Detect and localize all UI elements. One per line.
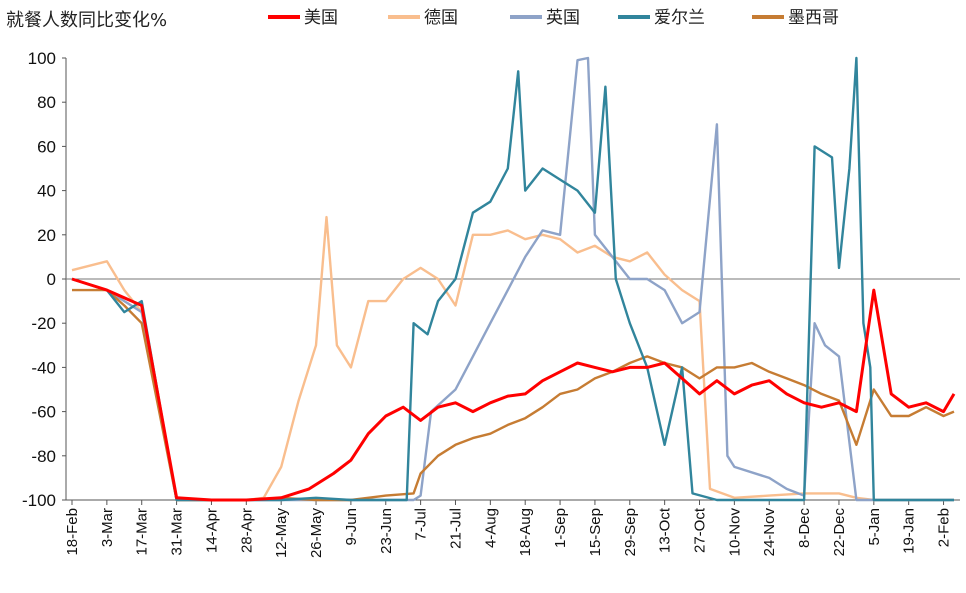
y-tick-label: -100 (22, 491, 56, 510)
x-tick-label: 1-Sep (552, 508, 569, 548)
series-line-2 (71, 215, 954, 502)
x-tick-label: 9-Jun (343, 508, 360, 546)
legend-label: 美国 (304, 8, 338, 28)
x-tick-label: 18-Feb (64, 508, 81, 556)
y-tick-label: 60 (37, 137, 56, 156)
x-tick-label: 4-Aug (482, 508, 499, 548)
y-tick-label: 80 (37, 93, 56, 112)
x-tick-label: 24-Nov (761, 508, 778, 557)
y-tick-label: 20 (37, 226, 56, 245)
x-tick-label: 29-Sep (622, 508, 639, 556)
y-tick-label: 100 (28, 49, 56, 68)
legend: 美国 德国 英国 爱尔兰 墨西哥 (268, 8, 839, 28)
x-tick-label: 26-May (308, 508, 325, 559)
series-line-1 (71, 277, 956, 502)
legend-label: 英国 (546, 8, 580, 28)
y-tick-label: -20 (31, 314, 56, 333)
x-tick-label: 28-Apr (238, 508, 255, 553)
y-tick-label: -40 (31, 358, 56, 377)
series-lines (71, 56, 956, 502)
x-tick-label: 31-Mar (169, 508, 186, 556)
x-tick-label: 5-Jan (866, 508, 883, 546)
x-tick-label: 14-Apr (203, 508, 220, 553)
x-tick-label: 2-Feb (936, 508, 953, 547)
x-tick-label: 21-Jul (447, 508, 464, 549)
y-tick-label: 40 (37, 182, 56, 201)
x-tick-label: 8-Dec (796, 508, 813, 549)
legend-label: 爱尔兰 (654, 8, 705, 28)
legend-label: 德国 (424, 8, 458, 28)
x-tick-label: 23-Jun (378, 508, 395, 554)
x-tick-label: 18-Aug (517, 508, 534, 556)
x-tick-label: 22-Dec (831, 508, 848, 557)
x-tick-label: 19-Jan (901, 508, 918, 554)
legend-label: 墨西哥 (788, 8, 839, 28)
y-axis-title: 就餐人数同比变化% (6, 10, 168, 31)
x-tick-label: 15-Sep (587, 508, 604, 556)
x-tick-label: 27-Oct (692, 507, 709, 553)
series-line-4 (71, 56, 954, 502)
y-tick-label: -80 (31, 447, 56, 466)
x-tick-label: 17-Mar (134, 508, 151, 556)
axes: 100 80 60 40 20 0 -20 -40 -60 -80 -100 18-Feb 3-Mar 1… (22, 49, 960, 558)
y-tick-label: -60 (31, 403, 56, 422)
x-tick-label: 3-Mar (99, 508, 116, 547)
x-tick-label: 13-Oct (657, 507, 674, 553)
x-tick-label: 12-May (273, 508, 290, 559)
x-tick-label: 7-Jul (413, 508, 430, 541)
y-tick-label: 0 (47, 270, 56, 289)
x-tick-label: 10-Nov (726, 508, 743, 557)
